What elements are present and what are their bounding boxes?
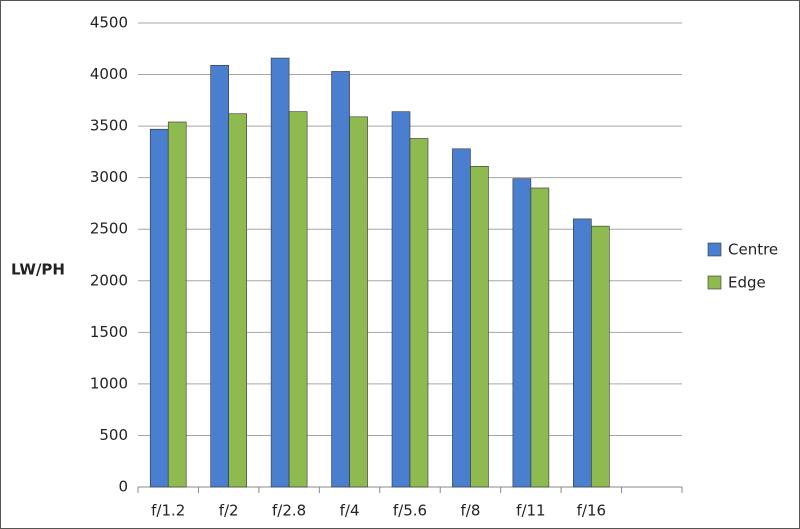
y-tick-label: 3000 (90, 168, 128, 186)
y-tick-label: 1500 (90, 323, 128, 341)
x-tick-label: f/8 (460, 502, 480, 520)
bar (228, 113, 247, 488)
bar (210, 64, 229, 488)
y-tick-label: 4000 (90, 65, 128, 83)
bar (452, 148, 471, 488)
y-tick-label: 1000 (90, 374, 128, 392)
legend-swatch (707, 275, 722, 290)
bar (573, 218, 592, 488)
x-tick-label: f/11 (516, 502, 545, 520)
bar (288, 111, 308, 488)
y-axis-label: LW/PH (11, 261, 65, 279)
x-tick-label: f/2.8 (272, 502, 306, 520)
bar (391, 111, 411, 488)
x-tick-label: f/5.6 (393, 502, 427, 520)
bar (349, 116, 368, 488)
bar (470, 166, 489, 488)
y-tick-label: 3500 (90, 117, 128, 135)
y-tick-label: 2000 (90, 271, 128, 289)
legend-label: Edge (728, 274, 766, 292)
x-tick-label: f/4 (340, 502, 360, 520)
x-tick-label: f/2 (219, 502, 239, 520)
x-tick-label: f/1.2 (151, 502, 185, 520)
y-tick-label: 0 (118, 478, 128, 496)
legend-label: Centre (728, 241, 778, 259)
bar (331, 71, 350, 488)
bar (530, 187, 550, 488)
bar (149, 128, 169, 488)
bar (512, 178, 532, 488)
bar (409, 138, 429, 488)
y-tick-label: 2500 (90, 220, 128, 238)
bar (591, 225, 610, 488)
y-tick-label: 4500 (90, 14, 128, 32)
y-tick-label: 500 (99, 426, 128, 444)
bar (270, 57, 290, 488)
x-tick-label: f/16 (577, 502, 606, 520)
legend-swatch (707, 242, 722, 257)
bar (167, 121, 187, 488)
